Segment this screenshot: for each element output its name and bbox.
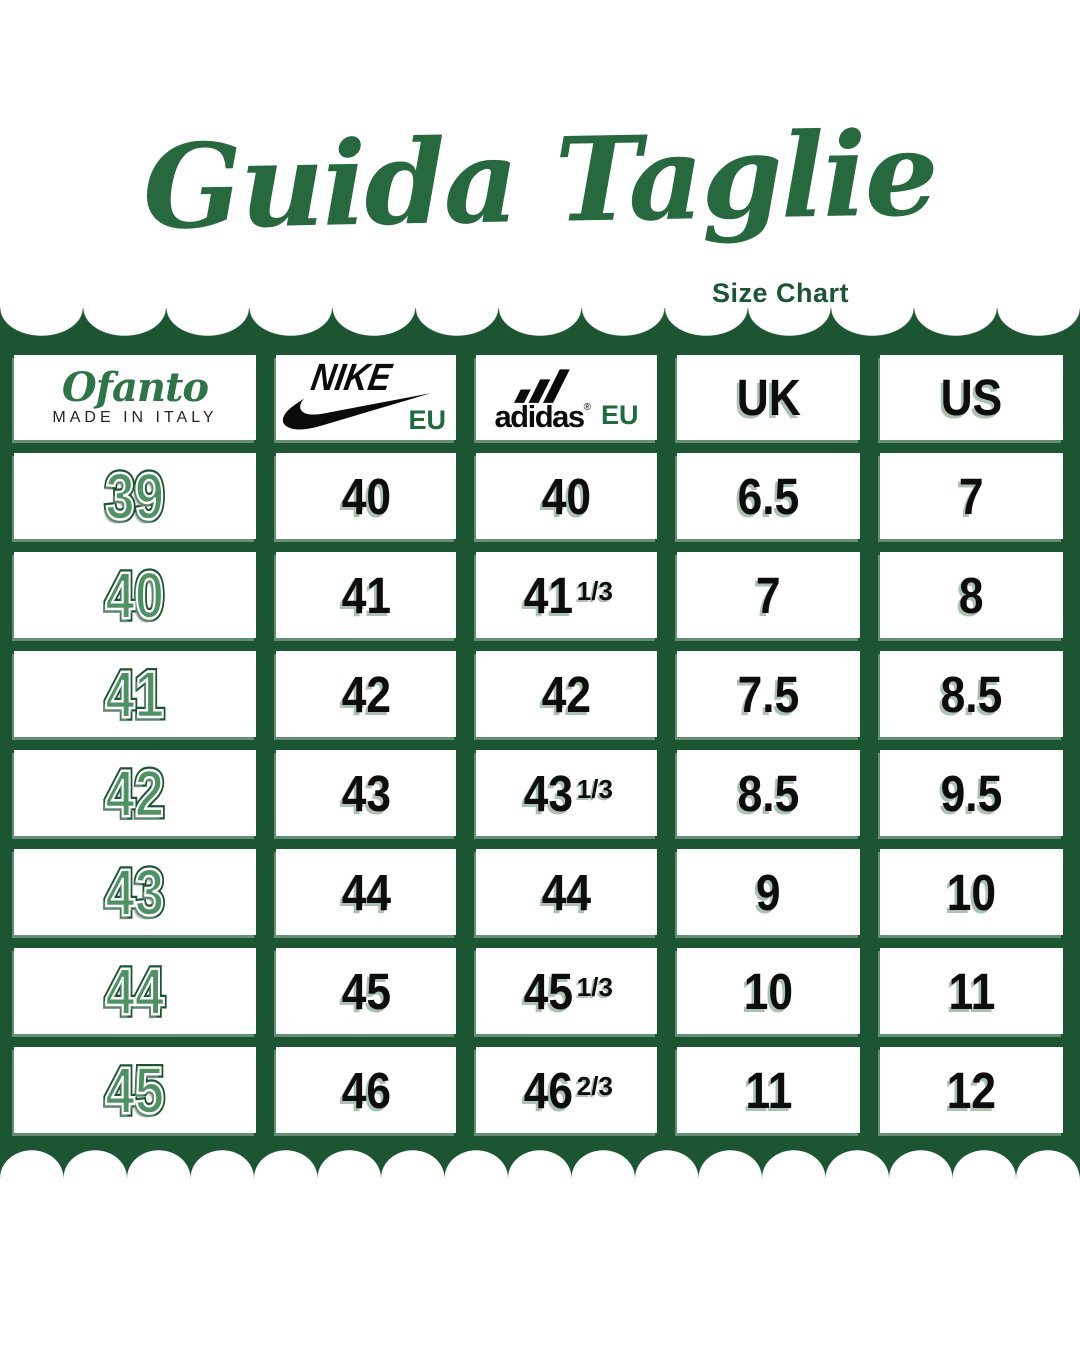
page-title: Guida Taglie	[142, 106, 938, 256]
size-grid: Ofanto MADE IN ITALY NIKE EU adidas	[14, 355, 1064, 1133]
table-cell-uk-size: 9	[677, 849, 860, 935]
table-cell-ofanto-size: 43	[14, 849, 256, 935]
table-cell-us-size: 10	[880, 849, 1063, 935]
table-cell-ofanto-size: 41	[14, 651, 256, 737]
table-cell-adidas-size: 44	[476, 849, 657, 935]
table-cell-ofanto-size: 39	[14, 453, 256, 539]
table-cell-nike-size: 45	[276, 948, 456, 1034]
table-cell-nike-size: 41	[276, 552, 456, 638]
table-cell-us-size: 8.5	[880, 651, 1063, 737]
table-cell-nike-size: 40	[276, 453, 456, 539]
nike-size-value: 43	[341, 764, 391, 822]
ofanto-logo: Ofanto	[61, 363, 209, 411]
uk-size-value: 9	[756, 863, 781, 921]
us-size-value: 11	[948, 962, 995, 1020]
us-size-value: 7	[959, 467, 984, 525]
adidas-size-value: 42	[541, 665, 592, 723]
table-cell-adidas-size: 46 2/3	[476, 1047, 657, 1133]
table-cell-us-size: 8	[880, 552, 1063, 638]
page-subtitle: Size Chart	[712, 278, 850, 308]
table-cell-adidas-size: 45 1/3	[476, 948, 657, 1034]
table-cell-adidas-size: 40	[476, 453, 657, 539]
us-size-value: 8.5	[940, 665, 1003, 723]
header-cell-nike: NIKE EU	[276, 355, 456, 440]
adidas-wordmark: adidas	[494, 399, 585, 434]
adidas-size-value: 43	[523, 764, 574, 822]
table-cell-uk-size: 6.5	[677, 453, 860, 539]
table-cell-ofanto-size: 42	[14, 750, 256, 836]
table-cell-us-size: 11	[880, 948, 1063, 1034]
ofanto-size-value: 39	[105, 458, 166, 535]
table-cell-nike-size: 42	[276, 651, 456, 737]
nike-size-value: 44	[341, 863, 391, 921]
table-cell-us-size: 12	[880, 1047, 1063, 1133]
nike-eu-label: EU	[408, 405, 446, 435]
table-cell-ofanto-size: 44	[14, 948, 256, 1034]
table-cell-ofanto-size: 40	[14, 552, 256, 638]
table-cell-ofanto-size: 45	[14, 1047, 256, 1133]
ofanto-tagline: MADE IN ITALY	[52, 408, 218, 426]
header-cell-adidas: adidas ® EU	[476, 355, 657, 440]
adidas-size-fraction: 1/3	[576, 575, 613, 606]
us-size-value: 10	[946, 863, 997, 921]
us-column-label: US	[940, 369, 1003, 426]
table-cell-adidas-size: 42	[476, 651, 657, 737]
uk-column-label: UK	[736, 369, 801, 426]
adidas-size-value: 45	[523, 962, 574, 1020]
nike-logo: NIKE	[282, 355, 432, 429]
header-cell-ofanto: Ofanto MADE IN ITALY	[14, 355, 256, 440]
adidas-size-value: 41	[523, 566, 574, 624]
uk-size-value: 7.5	[737, 665, 800, 723]
us-size-value: 8	[959, 566, 984, 624]
uk-size-value: 10	[743, 962, 794, 1020]
us-size-value: 12	[946, 1061, 997, 1119]
header-cell-us: US	[880, 355, 1063, 440]
nike-swoosh-icon	[282, 392, 432, 429]
ofanto-size-value: 43	[105, 854, 166, 931]
table-cell-uk-size: 10	[677, 948, 860, 1034]
ofanto-size-value: 45	[105, 1052, 166, 1129]
adidas-eu-label: EU	[601, 400, 639, 430]
nike-size-value: 40	[341, 467, 391, 525]
table-cell-nike-size: 44	[276, 849, 456, 935]
table-cell-uk-size: 8.5	[677, 750, 860, 836]
nike-size-value: 42	[341, 665, 391, 723]
uk-size-value: 7	[756, 566, 781, 624]
table-cell-adidas-size: 41 1/3	[476, 552, 657, 638]
us-size-value: 9.5	[940, 764, 1003, 822]
table-cell-uk-size: 7	[677, 552, 860, 638]
nike-size-value: 41	[341, 566, 391, 624]
uk-size-value: 8.5	[737, 764, 800, 822]
ofanto-size-value: 41	[105, 656, 166, 733]
adidas-size-value: 40	[541, 467, 592, 525]
nike-size-value: 46	[341, 1061, 391, 1119]
adidas-wordline: adidas ®	[494, 401, 591, 432]
registered-mark-icon: ®	[583, 402, 592, 413]
table-cell-adidas-size: 43 1/3	[476, 750, 657, 836]
ofanto-size-value: 42	[105, 755, 166, 832]
adidas-size-fraction: 1/3	[576, 773, 613, 804]
header-cell-uk: UK	[677, 355, 860, 440]
adidas-bars-icon	[513, 369, 570, 403]
table-cell-us-size: 7	[880, 453, 1063, 539]
table-cell-nike-size: 46	[276, 1047, 456, 1133]
uk-size-value: 6.5	[737, 467, 800, 525]
table-cell-uk-size: 11	[677, 1047, 860, 1133]
adidas-size-fraction: 1/3	[576, 971, 613, 1002]
table-cell-us-size: 9.5	[880, 750, 1063, 836]
ofanto-size-value: 40	[105, 557, 166, 634]
adidas-size-value: 44	[541, 863, 592, 921]
table-cell-uk-size: 7.5	[677, 651, 860, 737]
table-cell-nike-size: 43	[276, 750, 456, 836]
adidas-size-value: 46	[523, 1061, 574, 1119]
adidas-logo: adidas ®	[494, 367, 591, 432]
uk-size-value: 11	[745, 1061, 792, 1119]
title-block: Guida Taglie	[0, 106, 1080, 256]
adidas-size-fraction: 2/3	[576, 1070, 613, 1101]
nike-size-value: 45	[341, 962, 391, 1020]
ofanto-size-value: 44	[105, 953, 166, 1030]
